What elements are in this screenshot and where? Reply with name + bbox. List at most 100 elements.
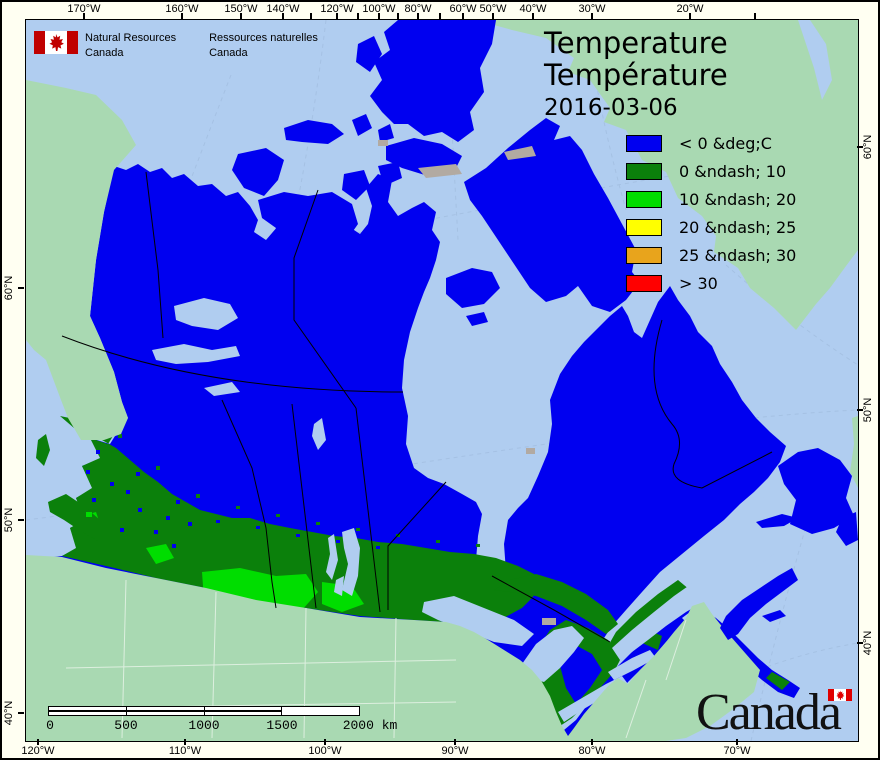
scale-bar-label: 500 (114, 718, 138, 733)
canada-flag-icon (828, 689, 852, 701)
latitude-label: 40°N (3, 700, 15, 726)
alaska-landmass (26, 80, 136, 440)
longitude-tick (37, 739, 39, 745)
cornwallis-island (378, 124, 394, 142)
alberta-saskatchewan-border (291, 403, 317, 609)
saskatchewan-manitoba-border (355, 407, 381, 613)
map-date: 2016-03-06 (544, 95, 678, 121)
latitude-tick (18, 287, 24, 289)
longitude-label: 40°W (519, 3, 547, 15)
lake-huron (522, 626, 584, 682)
scale-segment (204, 707, 283, 715)
vancouver-island-green-patch (86, 512, 92, 517)
southern-ontario-blue (560, 642, 602, 704)
longitude-label: 50°W (479, 3, 507, 15)
legend-swatch (626, 163, 662, 180)
legend-swatch (626, 191, 662, 208)
longitude-tick (591, 13, 593, 19)
southampton-island (446, 268, 500, 308)
ontario-quebec-border (491, 575, 611, 643)
victoria-island (258, 192, 358, 258)
scale-bar-label: 2000 km (342, 718, 398, 733)
latitude-tick (857, 146, 863, 148)
legend-label: 25 &ndash; 30 (679, 246, 797, 265)
nrcan-signature: Natural Resources Canada Ressources natu… (34, 31, 318, 61)
longitude-label: 80°W (404, 3, 432, 15)
longitude-tick (282, 13, 284, 19)
latitude-label: 60°N (3, 275, 15, 301)
longitude-tick (454, 739, 456, 745)
legend-swatch (626, 247, 662, 264)
latitude-tick (18, 712, 24, 714)
quebec-labrador-border (653, 319, 773, 489)
latitude-label: 50°N (3, 507, 15, 533)
legend-item-3: 20 &ndash; 25 (626, 218, 796, 237)
scale-bar-label: 1500 (266, 718, 298, 733)
nrcan-en-line1: Natural Resources (85, 32, 177, 44)
longitude-minor-tick (310, 13, 312, 19)
longitude-tick (181, 13, 183, 19)
canada-temperature-map (26, 20, 858, 741)
longitude-tick (184, 739, 186, 745)
terrain-speckles (86, 434, 480, 549)
longitude-minor-tick (439, 13, 441, 19)
nrcan-fr-line1: Ressources naturelles (209, 32, 318, 44)
melville-island (284, 120, 344, 144)
longitude-label: 160°W (165, 3, 199, 15)
latitude-tick (18, 519, 24, 521)
longitude-label: 120°W (320, 3, 354, 15)
longitude-label: 90°W (441, 745, 469, 757)
anticosti-island (756, 514, 798, 528)
canada-flag-icon (34, 31, 78, 54)
legend-label: 10 &ndash; 20 (679, 190, 797, 209)
great-slave-lake (152, 344, 240, 364)
nrcan-en-line2: Canada (85, 47, 124, 59)
sixtieth-parallel-border (61, 335, 404, 393)
canada-wordmark: Canada (696, 685, 866, 741)
nrcan-signature-fr: Ressources naturelles Canada (209, 31, 318, 61)
scale-bar-label: 0 (46, 718, 54, 733)
longitude-tick (83, 13, 85, 19)
longitude-minor-tick (754, 13, 756, 19)
lake-superior (422, 596, 534, 646)
nova-scotia-green (766, 672, 790, 690)
scale-segment (49, 707, 127, 715)
temperature-band-0-10-ontario (494, 574, 618, 634)
newfoundland-island (778, 448, 854, 534)
scale-bar-labels: 0 500 1000 1500 2000 km (46, 716, 397, 733)
longitude-label: 20°W (676, 3, 704, 15)
lake-manitoba (334, 576, 344, 596)
scale-bar-label: 1000 (188, 718, 220, 733)
canada-wordmark-text: Canada (696, 684, 842, 741)
longitude-tick (492, 13, 494, 19)
legend-item-5: > 30 (626, 274, 796, 293)
yukon-nwt-border (145, 171, 164, 339)
legend-item-1: 0 &ndash; 10 (626, 162, 796, 181)
scale-segment (126, 707, 205, 715)
longitude-label: 70°W (723, 745, 751, 757)
somerset-island (378, 162, 402, 186)
axel-heiberg-island (356, 36, 382, 72)
longitude-label: 100°W (362, 3, 396, 15)
banks-island (232, 148, 284, 196)
manitoba-ontario-border (387, 481, 447, 610)
latitude-label: 50°N (862, 397, 874, 423)
right-edge-foreign-isle (850, 416, 858, 488)
king-william-island (356, 240, 376, 260)
usa-landmass (26, 555, 760, 741)
longitude-tick (417, 13, 419, 19)
lake-winnipegosis (326, 534, 338, 580)
right-edge-blue-isle (836, 512, 858, 546)
legend-swatch (626, 275, 662, 292)
latitude-tick (857, 642, 863, 644)
longitude-label: 80°W (578, 745, 606, 757)
longitude-label: 150°W (224, 3, 258, 15)
longitude-tick (240, 13, 242, 19)
legend-item-0: < 0 &deg;C (626, 134, 796, 153)
scale-bar-segments (48, 706, 360, 716)
greenland-landmass (476, 20, 858, 330)
longitude-tick (689, 13, 691, 19)
legend-item-2: 10 &ndash; 20 (626, 190, 797, 209)
lake-winnipeg (342, 528, 360, 596)
